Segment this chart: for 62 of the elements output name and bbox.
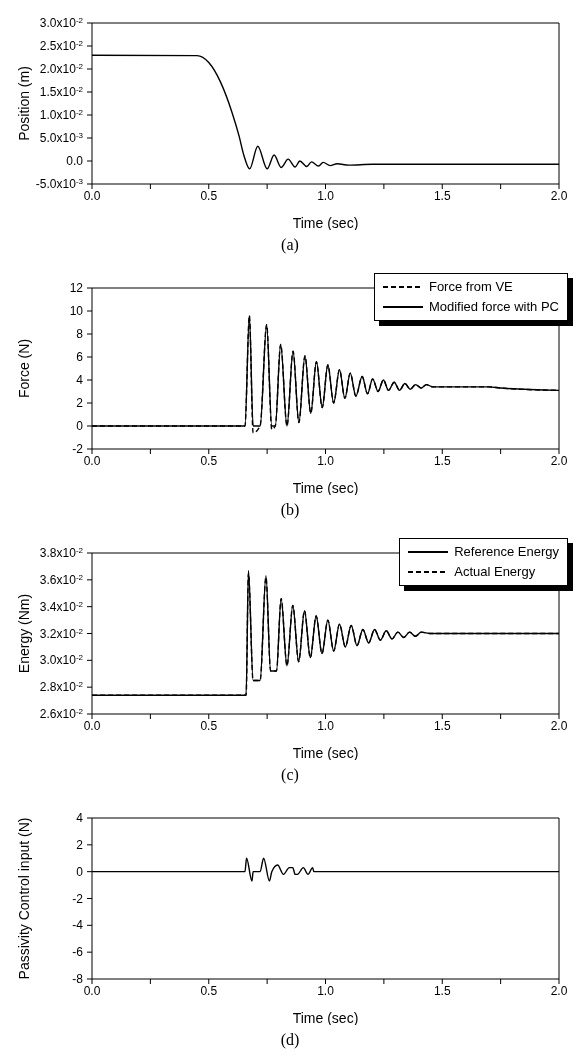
y-tick-label: -8 [72,972,84,986]
x-axis-title: Time (sec) [292,1010,359,1026]
y-tick-label: 3.6x10$^{-2}$ [39,572,84,587]
text: (b) [279,501,301,519]
x-tick-label: 2.0 [550,983,568,998]
y-tick-label: 0 [76,864,84,879]
y-tick-label: -4 [72,918,84,933]
x-tick-label: 2.0 [550,718,568,733]
y-axis-title: Energy (Nm) [15,593,32,674]
y-axis-title: Position (m) [15,66,32,141]
y-tick-label: -6 [72,945,84,960]
legend-label: Reference Energy [454,543,559,561]
text: (a) [280,236,300,254]
text: (d) [279,1031,301,1049]
x-tick-label: 0.5 [200,188,218,203]
x-tick-label: 2.0 [550,453,568,468]
y-tick-label: 4 [76,373,84,387]
legend-label: Force from VE [428,278,513,296]
y-tick-label: 2.0x10$^{-2}$ [39,61,84,76]
y-tick-label: 2 [76,837,84,852]
y-tick-label: 1.0x10$^{-2}$ [39,107,84,122]
y-tick-label: 3.8x10$^{-2}$ [39,545,84,560]
y-tick-label: 4 [76,811,84,825]
x-tick-label: 0.5 [200,453,218,468]
x-tick-label: 0.5 [200,718,218,733]
x-tick-label: 1.0 [317,983,335,998]
x-tick-label: 1.5 [433,718,451,733]
x-tick-label: 1.5 [433,983,451,998]
y-tick-label: 3.0x10$^{-2}$ [39,15,84,30]
y-tick-label: 10 [69,304,84,318]
y-tick-label: 2.8x10$^{-2}$ [39,679,84,695]
y-tick-label: 3.0x10$^{-2}$ [39,652,84,668]
x-tick-label: 1.0 [317,453,335,468]
x-tick-label: 1.0 [317,718,335,733]
x-tick-label: 1.5 [433,188,451,203]
y-tick-label: 12 [69,281,84,295]
legend-label: Modified force with PC [428,298,559,316]
x-tick-label: 1.0 [317,188,335,203]
y-tick-label: 0 [76,419,84,433]
legend-label: Actual Energy [454,563,536,581]
x-tick-label: 1.5 [433,453,451,468]
y-tick-label: 6 [76,350,84,364]
y-tick-label: -2 [72,442,84,456]
y-tick-label: 1.5x10$^{-2}$ [39,84,84,99]
text: (c) [280,766,300,784]
y-tick-label: 3.2x10$^{-2}$ [39,626,84,641]
y-tick-label: 2 [76,396,84,410]
x-axis-title: Time (sec) [292,215,359,231]
y-axis-title: Passivity Control input (N) [15,817,32,980]
y-tick-label: 2.6x10$^{-2}$ [39,706,84,721]
x-tick-label: 0.5 [200,983,218,998]
x-axis-title: Time (sec) [292,480,359,496]
y-tick-label: 0.0 [66,154,84,168]
x-tick-label: 2.0 [550,188,568,203]
y-axis-title: Force (N) [15,338,32,399]
y-tick-label: 5.0x10$^{-3}$ [39,130,84,145]
y-tick-label: -5.0x10$^{-3}$ [35,176,84,191]
y-tick-label: 3.4x10$^{-2}$ [39,599,84,614]
y-tick-label: 8 [76,327,84,341]
x-axis-title: Time (sec) [292,745,359,761]
y-tick-label: 2.5x10$^{-2}$ [39,38,84,53]
y-tick-label: -2 [72,891,84,906]
